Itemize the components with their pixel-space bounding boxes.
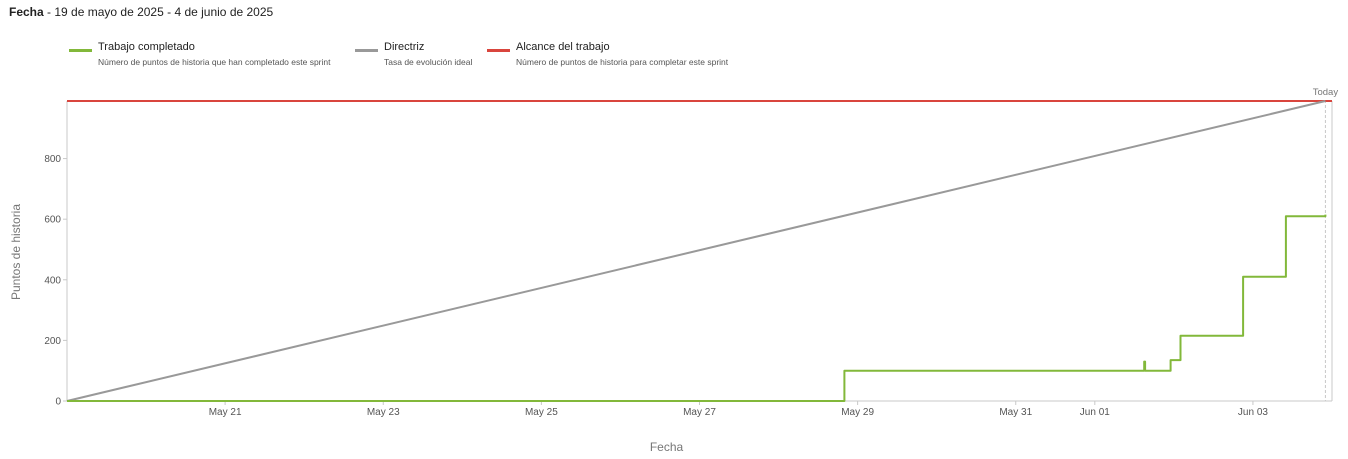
x-tick-label: May 29 (841, 407, 874, 418)
guideline-line (66, 100, 1326, 402)
x-axis-title: Fecha (650, 440, 684, 454)
chart-legend: Trabajo completado Número de puntos de h… (0, 41, 1348, 75)
today-marker-label: Today (1313, 87, 1339, 98)
x-tick-label: May 31 (999, 407, 1032, 418)
y-tick-label: 800 (44, 154, 61, 165)
legend-desc-scope: Número de puntos de historia para comple… (516, 57, 729, 67)
legend-name-scope: Alcance del trabajo (516, 41, 610, 53)
x-tick-label: May 21 (209, 407, 242, 418)
x-tick-label: May 27 (683, 407, 716, 418)
legend-name-completed: Trabajo completado (98, 41, 195, 53)
legend-swatch-completed (69, 49, 92, 52)
header-separator: - (43, 5, 55, 19)
legend-desc-completed: Número de puntos de historia que han com… (98, 57, 331, 67)
y-tick-label: 200 (44, 336, 61, 347)
y-axis-title: Puntos de historia (9, 204, 23, 300)
legend-desc-guideline: Tasa de evolución ideal (384, 57, 473, 67)
legend-name-guideline: Directriz (384, 41, 425, 53)
header-label: Fecha (9, 5, 44, 19)
x-tick-label: May 23 (367, 407, 400, 418)
y-tick-label: 600 (44, 215, 61, 226)
x-tick-label: Jun 03 (1238, 407, 1268, 418)
completed-work-line (67, 214, 1327, 402)
x-tick-label: Jun 01 (1080, 407, 1110, 418)
legend-swatch-guideline (355, 49, 378, 52)
y-tick-label: 0 (55, 397, 61, 408)
legend-swatch-scope (487, 49, 510, 52)
x-tick-label: May 25 (525, 407, 558, 418)
y-tick-label: 400 (44, 275, 61, 286)
header-range: 19 de mayo de 2025 - 4 de junio de 2025 (54, 5, 274, 19)
date-range-header: Fecha - 19 de mayo de 2025 - 4 de junio … (9, 5, 273, 19)
